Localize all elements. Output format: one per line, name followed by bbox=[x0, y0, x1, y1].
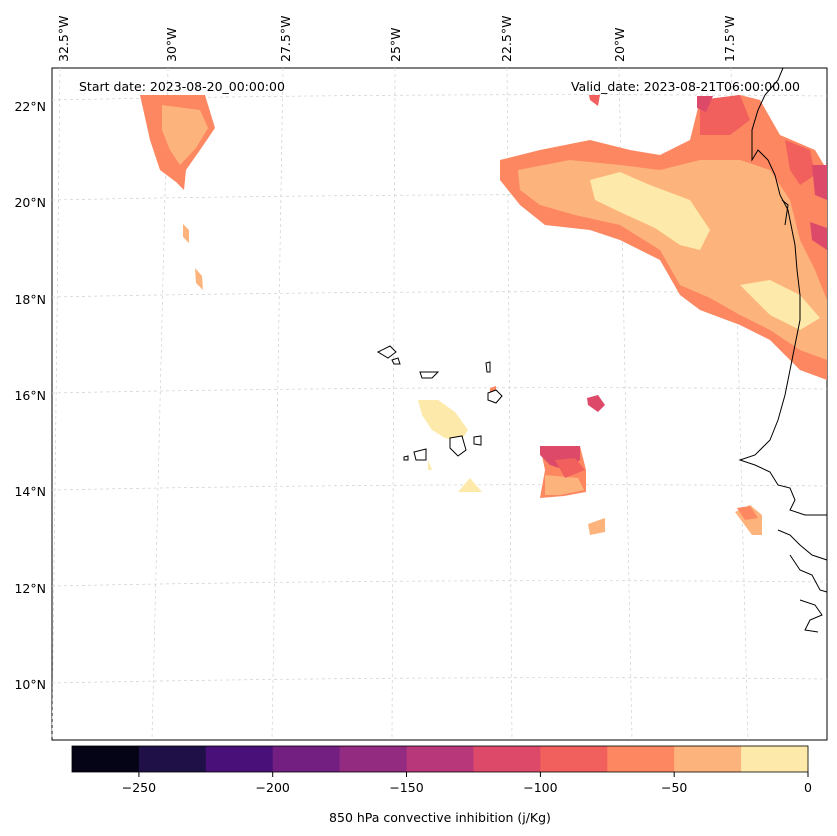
contour-capeverde bbox=[418, 400, 468, 442]
lon-label: 22.5°W bbox=[499, 16, 514, 62]
colorbar-swatch bbox=[339, 746, 408, 772]
colorbar-swatch bbox=[741, 746, 809, 772]
lat-label: 20°N bbox=[14, 195, 46, 210]
start-date-label: Start date: 2023-08-20_00:00:00 bbox=[79, 79, 285, 94]
contour-ne-inner bbox=[590, 172, 710, 250]
lat-label: 12°N bbox=[14, 581, 46, 596]
latitude-labels: 22°N 20°N 18°N 16°N 14°N 12°N 10°N bbox=[14, 99, 46, 692]
lon-label: 20°W bbox=[612, 27, 627, 62]
colorbar-tick-label: −250 bbox=[122, 780, 156, 795]
colorbar-swatch bbox=[674, 746, 742, 772]
lon-label: 32.5°W bbox=[56, 16, 71, 62]
colorbar-frame bbox=[71, 745, 809, 773]
colorbar-tick-label: −150 bbox=[389, 780, 423, 795]
valid-date-label: Valid_date: 2023-08-21T06:00:00.00 bbox=[571, 79, 800, 94]
colorbar-tick-label: −200 bbox=[256, 780, 290, 795]
colorbar-swatch bbox=[473, 746, 541, 772]
lon-label: 17.5°W bbox=[722, 16, 737, 62]
cin-contours bbox=[140, 95, 827, 535]
lon-label: 30°W bbox=[164, 27, 179, 62]
coastline bbox=[738, 67, 828, 633]
contour-ne-mid bbox=[518, 160, 827, 360]
lon-label: 25°W bbox=[388, 27, 403, 62]
colorbar-tick-label: −50 bbox=[661, 780, 687, 795]
colorbar-swatch bbox=[272, 746, 341, 772]
lat-label: 16°N bbox=[14, 388, 46, 403]
contour-nw-inner bbox=[162, 105, 208, 165]
colorbar-swatch bbox=[607, 746, 675, 772]
colorbar-swatch bbox=[406, 746, 474, 772]
colorbar-swatch bbox=[138, 746, 207, 772]
lat-label: 22°N bbox=[14, 99, 46, 114]
colorbar-ticks: −250 −200 −150 −100 −50 0 bbox=[122, 772, 812, 795]
colorbar-title: 850 hPa convective inhibition (j/Kg) bbox=[329, 810, 551, 825]
colorbar-swatch bbox=[540, 746, 608, 772]
lat-label: 18°N bbox=[14, 292, 46, 307]
lat-label: 14°N bbox=[14, 484, 46, 499]
colorbar-swatch bbox=[72, 746, 140, 772]
colorbar-tick-label: −100 bbox=[523, 780, 557, 795]
longitude-labels: 32.5°W 30°W 27.5°W 25°W 22.5°W 20°W 17.5… bbox=[56, 16, 737, 62]
lon-label: 27.5°W bbox=[278, 16, 293, 62]
west-africa-coast bbox=[738, 67, 827, 516]
colorbar-tick-label: 0 bbox=[804, 780, 812, 795]
colorbar bbox=[72, 746, 809, 772]
colorbar-swatch bbox=[205, 746, 274, 772]
cape-verde-islands bbox=[376, 345, 503, 461]
lat-label: 10°N bbox=[14, 677, 46, 692]
